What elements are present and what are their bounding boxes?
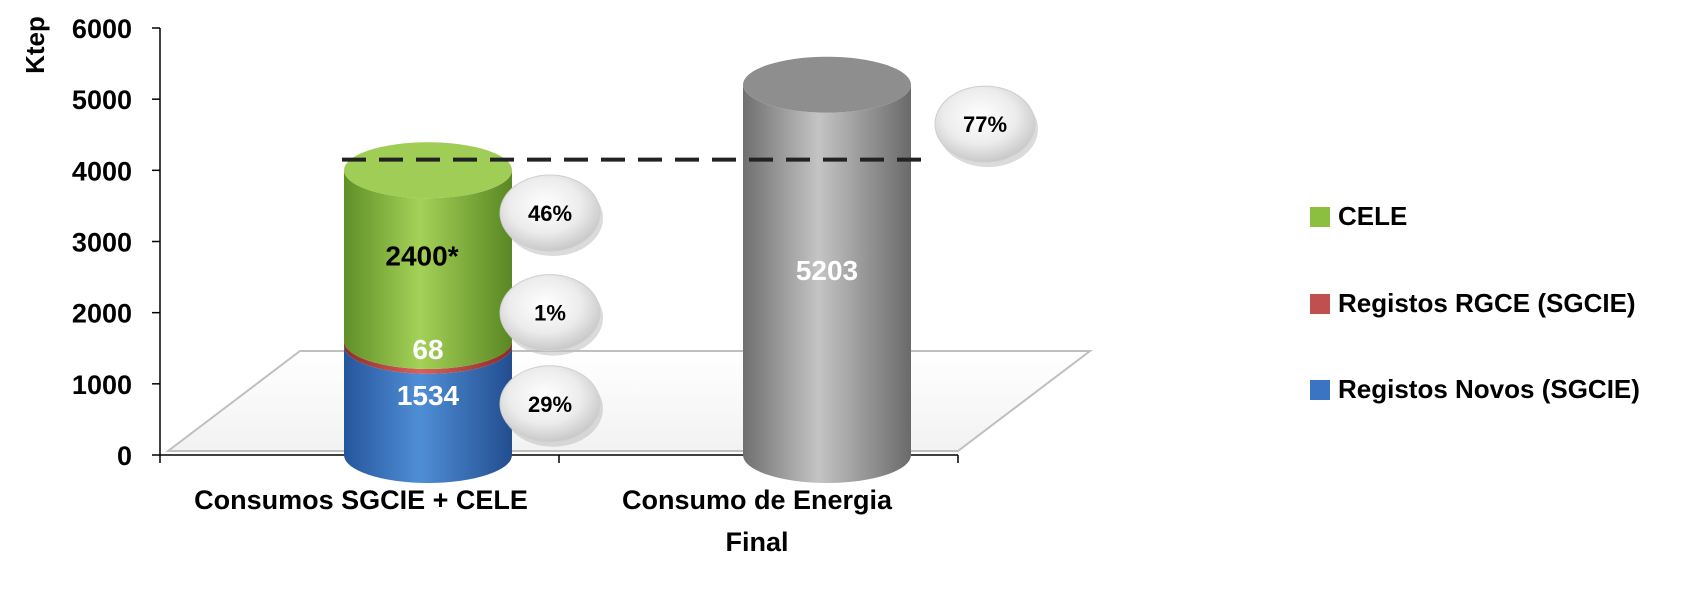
legend-label: Registos Novos (SGCIE) xyxy=(1338,374,1640,404)
bar-stack: 1534 68 2400* xyxy=(344,142,512,483)
percent-bubble-label: 46% xyxy=(528,201,572,226)
y-axis-label: Ktep xyxy=(20,16,50,74)
legend-entry: CELE xyxy=(1310,201,1407,231)
floor-plane xyxy=(165,350,1093,452)
y-tick-label: 3000 xyxy=(72,228,132,258)
percent-bubble: 1% xyxy=(499,274,603,356)
legend-label: CELE xyxy=(1338,201,1407,231)
percent-bubble-label: 1% xyxy=(534,301,566,326)
y-tick-label: 6000 xyxy=(72,14,132,44)
legend-entry: Registos RGCE (SGCIE) xyxy=(1310,288,1636,318)
y-tick-label: 1000 xyxy=(72,370,132,400)
y-tick-label: 2000 xyxy=(72,299,132,329)
bar-value-label: 1534 xyxy=(397,380,460,411)
percent-bubble: 77% xyxy=(934,85,1038,168)
bar-value-label: 5203 xyxy=(796,255,858,286)
legend-swatch xyxy=(1310,294,1330,314)
bar-segment xyxy=(344,345,512,483)
legend-swatch xyxy=(1310,380,1330,400)
y-tick-label: 5000 xyxy=(72,85,132,115)
percent-bubble-label: 29% xyxy=(528,392,572,417)
legend-label: Registos RGCE (SGCIE) xyxy=(1338,288,1636,318)
bar-segment xyxy=(344,340,512,374)
legend-entry: Registos Novos (SGCIE) xyxy=(1310,374,1640,404)
bar-stack: 5203 xyxy=(743,56,911,483)
legend-swatch xyxy=(1310,207,1330,227)
bar-top-cap xyxy=(344,142,512,199)
percent-bubble-label: 77% xyxy=(963,112,1007,137)
y-tick-label: 0 xyxy=(117,441,132,471)
category-label: Consumos SGCIE + CELE xyxy=(194,485,528,515)
bar-value-label: 2400* xyxy=(385,241,458,272)
category-label: Final xyxy=(725,527,788,557)
bar-top-cap xyxy=(743,56,911,113)
bar-segment xyxy=(743,84,911,483)
bar-value-label: 68 xyxy=(412,334,443,365)
percent-bubble: 29% xyxy=(499,365,603,447)
percent-bubble: 46% xyxy=(499,174,603,257)
y-tick-label: 4000 xyxy=(72,156,132,186)
category-label: Consumo de Energia xyxy=(622,485,893,515)
bar-segment xyxy=(344,170,512,369)
